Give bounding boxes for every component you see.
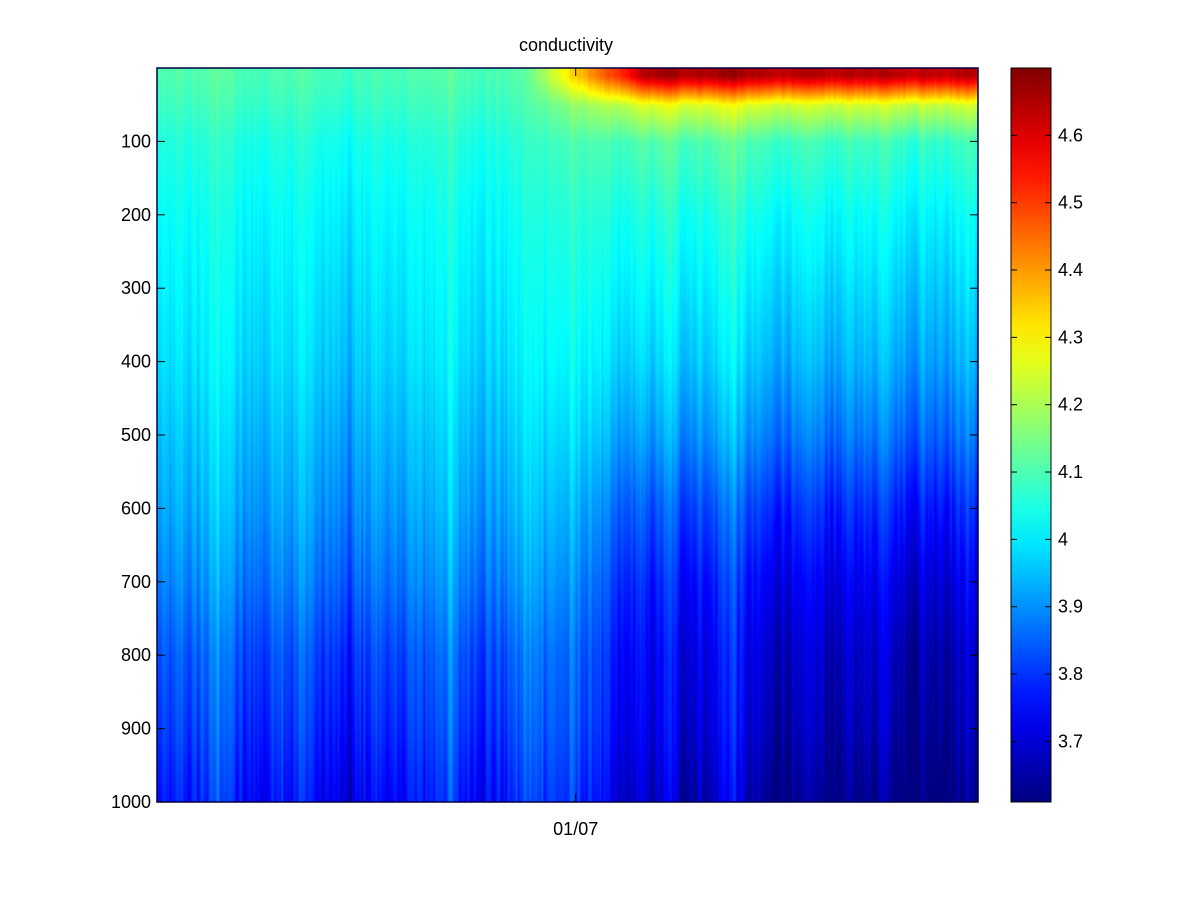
x-axis: 01/07 <box>553 68 598 839</box>
y-tick-label: 300 <box>121 278 151 298</box>
y-tick-label: 500 <box>121 425 151 445</box>
y-tick-label: 400 <box>121 352 151 372</box>
colorbar-tick-label: 4.3 <box>1058 327 1083 347</box>
y-tick-label: 100 <box>121 131 151 151</box>
chart-title: conductivity <box>519 35 613 55</box>
colorbar-tick-label: 3.9 <box>1058 597 1083 617</box>
y-tick-label: 900 <box>121 719 151 739</box>
colorbar-tick-label: 4 <box>1058 529 1068 549</box>
y-axis: 100 200 300 400 500 600 700 800 900 1000 <box>111 131 978 812</box>
y-tick-label: 600 <box>121 498 151 518</box>
plot-area <box>156 67 979 803</box>
x-tick-label: 01/07 <box>553 819 598 839</box>
y-tick-label: 1000 <box>111 792 151 812</box>
colorbar-tick-label: 3.7 <box>1058 731 1083 751</box>
colorbar-ticks: 3.7 3.8 3.9 4 4.1 4.2 4.3 4.4 4.5 4.6 <box>1011 125 1083 751</box>
colorbar-tick-label: 4.5 <box>1058 193 1083 213</box>
y-tick-label: 200 <box>121 205 151 225</box>
colorbar-frame <box>1010 67 1052 803</box>
heatmap-image <box>157 68 978 802</box>
colorbar-tick-label: 4.6 <box>1058 125 1083 145</box>
colorbar-tick-label: 3.8 <box>1058 664 1083 684</box>
colorbar: 3.7 3.8 3.9 4 4.1 4.2 4.3 4.4 4.5 4.6 <box>1010 67 1083 803</box>
colorbar-tick-label: 4.1 <box>1058 462 1083 482</box>
colorbar-fill <box>1011 68 1051 802</box>
colorbar-tick-label: 4.4 <box>1058 260 1083 280</box>
y-tick-label: 700 <box>121 572 151 592</box>
colorbar-tick-label: 4.2 <box>1058 395 1083 415</box>
y-tick-label: 800 <box>121 645 151 665</box>
